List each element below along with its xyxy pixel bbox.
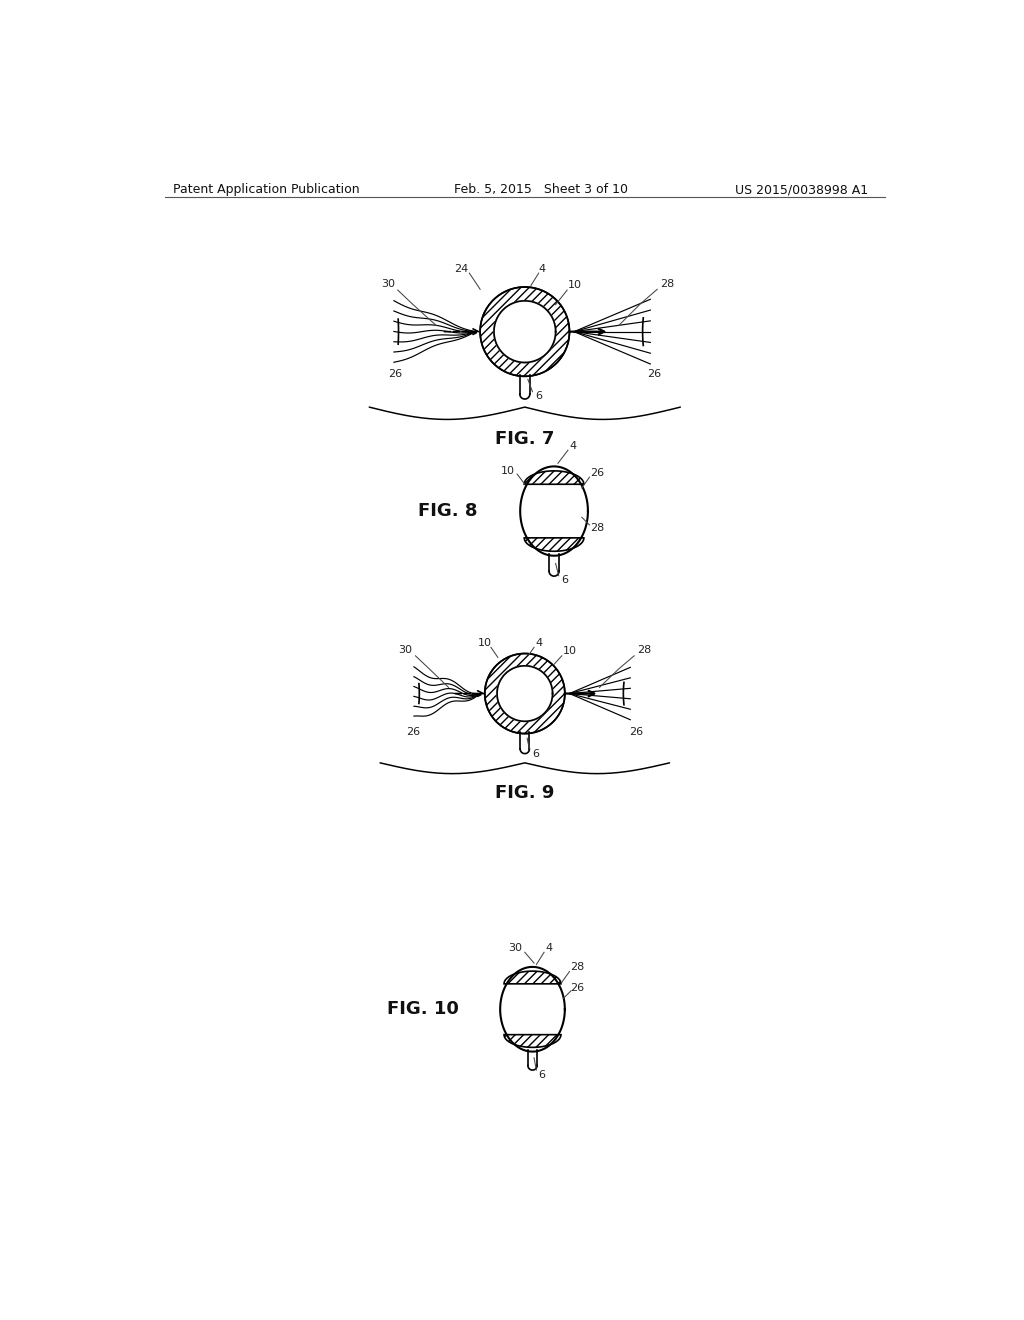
Text: 4: 4 bbox=[536, 638, 543, 648]
Polygon shape bbox=[524, 537, 584, 552]
Polygon shape bbox=[480, 286, 569, 376]
Text: Feb. 5, 2015   Sheet 3 of 10: Feb. 5, 2015 Sheet 3 of 10 bbox=[454, 183, 628, 197]
Text: 26: 26 bbox=[630, 727, 643, 737]
Text: 6: 6 bbox=[536, 391, 542, 401]
Text: 26: 26 bbox=[388, 370, 402, 379]
Text: 30: 30 bbox=[509, 942, 522, 953]
Text: 6: 6 bbox=[561, 576, 568, 585]
Polygon shape bbox=[504, 1035, 561, 1047]
Text: Patent Application Publication: Patent Application Publication bbox=[173, 183, 359, 197]
Text: 6: 6 bbox=[532, 748, 539, 759]
Text: 10: 10 bbox=[568, 280, 582, 290]
Text: FIG. 8: FIG. 8 bbox=[418, 502, 477, 520]
Text: 26: 26 bbox=[570, 982, 585, 993]
Text: 10: 10 bbox=[562, 647, 577, 656]
Polygon shape bbox=[520, 466, 588, 556]
Polygon shape bbox=[549, 554, 559, 572]
Text: 24: 24 bbox=[455, 264, 469, 273]
Polygon shape bbox=[500, 968, 565, 1052]
Text: 26: 26 bbox=[590, 467, 604, 478]
Text: 6: 6 bbox=[539, 1071, 545, 1081]
Text: 26: 26 bbox=[647, 370, 662, 379]
Text: FIG. 10: FIG. 10 bbox=[387, 1001, 459, 1018]
Polygon shape bbox=[524, 471, 584, 484]
Text: 4: 4 bbox=[569, 441, 577, 450]
Text: FIG. 9: FIG. 9 bbox=[496, 784, 554, 803]
Text: 4: 4 bbox=[546, 942, 553, 953]
Text: 30: 30 bbox=[381, 279, 394, 289]
Polygon shape bbox=[494, 301, 556, 363]
Text: 28: 28 bbox=[570, 962, 585, 972]
Text: 4: 4 bbox=[539, 264, 546, 273]
Polygon shape bbox=[520, 733, 529, 748]
Text: US 2015/0038998 A1: US 2015/0038998 A1 bbox=[735, 183, 868, 197]
Text: 30: 30 bbox=[398, 645, 413, 656]
Polygon shape bbox=[497, 665, 553, 721]
Text: 10: 10 bbox=[478, 638, 492, 648]
Text: 28: 28 bbox=[590, 523, 604, 533]
Polygon shape bbox=[484, 653, 565, 734]
Text: 26: 26 bbox=[407, 727, 420, 737]
Polygon shape bbox=[520, 375, 529, 395]
Text: 10: 10 bbox=[501, 466, 515, 477]
Polygon shape bbox=[528, 1051, 538, 1065]
Text: 28: 28 bbox=[637, 645, 651, 656]
Text: 28: 28 bbox=[660, 279, 675, 289]
Text: FIG. 7: FIG. 7 bbox=[496, 430, 554, 449]
Polygon shape bbox=[504, 972, 561, 983]
